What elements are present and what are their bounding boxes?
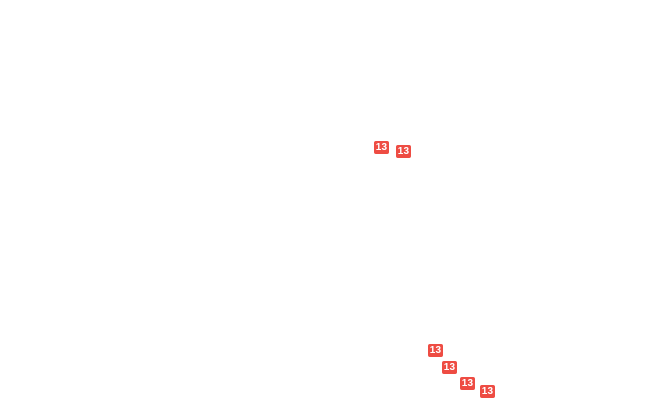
part-callout-badge[interactable]: 13: [480, 385, 495, 398]
part-callout-badge[interactable]: 13: [442, 361, 457, 374]
part-callout-badge[interactable]: 13: [374, 141, 389, 154]
part-callout-badge[interactable]: 13: [460, 377, 475, 390]
part-callout-badge[interactable]: 13: [428, 344, 443, 357]
part-callout-badge[interactable]: 13: [396, 145, 411, 158]
